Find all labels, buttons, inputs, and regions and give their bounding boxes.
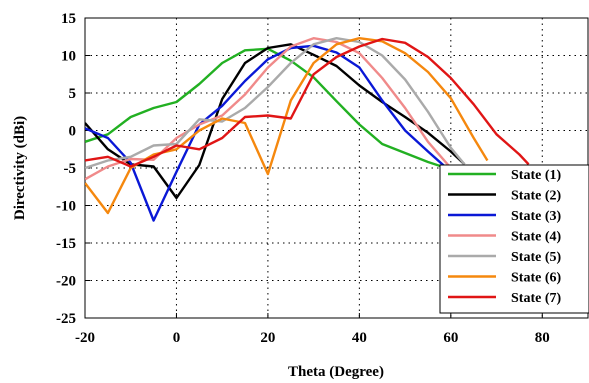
x-tick-label: 40 xyxy=(352,330,367,346)
legend-label: State (1) xyxy=(511,168,561,183)
y-tick-label: 10 xyxy=(61,49,76,65)
series-line-3 xyxy=(85,44,452,222)
x-tick-label: -20 xyxy=(75,330,95,346)
legend-label: State (4) xyxy=(511,230,561,245)
x-tick-label: 80 xyxy=(535,330,550,346)
y-tick-label: 5 xyxy=(69,86,77,102)
legend-label: State (3) xyxy=(511,209,561,224)
series-line-7 xyxy=(85,37,530,168)
x-tick-label: 20 xyxy=(260,330,275,346)
series-line-5 xyxy=(85,37,466,170)
y-tick-label: 0 xyxy=(69,124,77,140)
legend-label: State (6) xyxy=(511,271,561,286)
series-lines xyxy=(85,37,530,222)
legend-box xyxy=(439,164,589,314)
x-tick-label: 0 xyxy=(173,330,181,346)
series-line-2 xyxy=(85,43,466,200)
y-tick-label: -25 xyxy=(56,311,76,327)
y-tick-label: -15 xyxy=(56,236,76,252)
y-tick-label: -20 xyxy=(56,274,76,290)
y-axis-label: Directivity (dBi) xyxy=(12,116,28,220)
axis-ticks: -20 0 20 40 60 80 -25 -20 -15 -10 -5 0 5 10 15 xyxy=(56,11,550,346)
y-tick-label: 15 xyxy=(61,11,76,27)
legend-label: State (5) xyxy=(511,250,561,265)
series-line-6 xyxy=(85,37,489,215)
y-tick-label: -5 xyxy=(64,161,77,177)
x-axis-label: Theta (Degree) xyxy=(288,364,384,380)
y-tick-label: -10 xyxy=(56,199,76,215)
x-tick-label: 60 xyxy=(443,330,458,346)
legend-label: State (7) xyxy=(511,291,561,306)
legend: State (1) State (2) State (3) State (4) Stat… xyxy=(439,164,589,314)
legend-label: State (2) xyxy=(511,189,561,204)
